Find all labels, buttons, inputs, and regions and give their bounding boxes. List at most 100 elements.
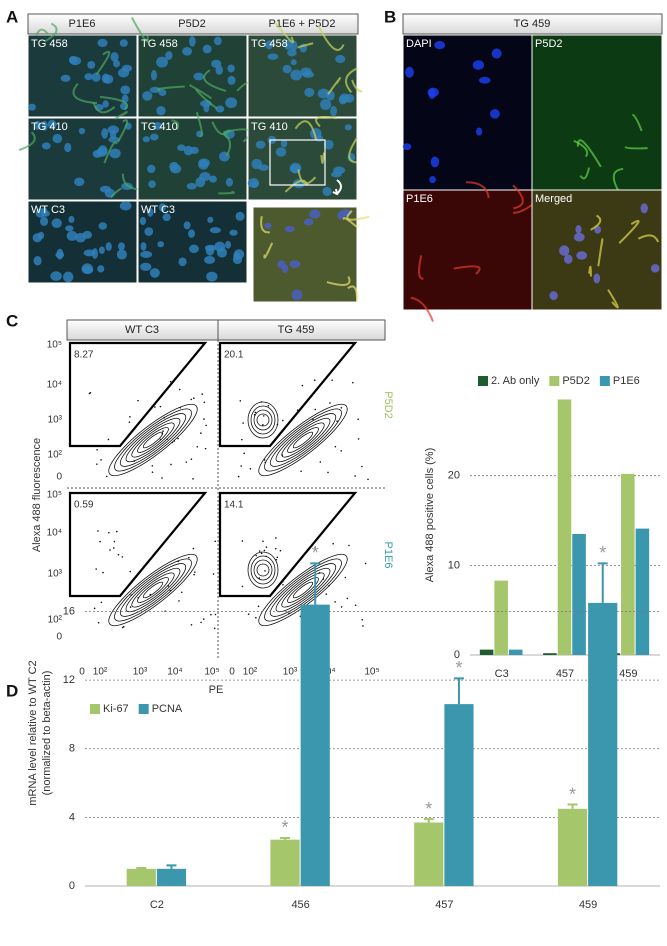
legend-swatch — [478, 376, 488, 386]
contour — [114, 408, 192, 472]
event-dot — [167, 585, 170, 587]
cell-nucleus — [275, 147, 287, 157]
membrane — [110, 187, 122, 199]
event-dot — [214, 613, 217, 616]
cell-nucleus — [74, 177, 85, 187]
error-bar — [136, 866, 147, 869]
cell-nucleus — [109, 148, 121, 159]
cell-nucleus — [66, 230, 78, 241]
cell-nucleus — [98, 246, 105, 255]
event-dot — [300, 470, 302, 473]
cell-nucleus — [147, 207, 154, 217]
event-dot — [267, 404, 270, 407]
event-dot — [354, 604, 357, 607]
event-dot — [334, 445, 337, 448]
membrane — [320, 152, 325, 164]
error-bar — [597, 562, 608, 603]
cell-nucleus — [290, 69, 303, 81]
event-dot — [133, 460, 136, 462]
event-dot — [257, 605, 260, 608]
x-tick-label: 459 — [579, 899, 597, 911]
cell-nucleus — [575, 225, 582, 234]
cell-nucleus — [51, 218, 62, 229]
contour — [142, 431, 164, 449]
cell-nucleus — [35, 208, 46, 218]
cell-nucleus — [207, 216, 214, 223]
significance-mark: * — [599, 543, 606, 563]
cell-nucleus — [199, 172, 211, 181]
event-dot — [334, 601, 336, 603]
cell-nucleus — [28, 103, 36, 111]
cell-nucleus — [182, 46, 193, 56]
contour — [114, 558, 192, 622]
membrane — [114, 111, 128, 120]
significance-mark: * — [425, 799, 432, 819]
bar — [444, 704, 474, 886]
contour — [292, 581, 314, 599]
cell-nucleus — [309, 209, 321, 219]
cell-nucleus — [331, 171, 342, 178]
y-tick-label: 0 — [454, 649, 460, 661]
y-tick-label: 0 — [56, 472, 62, 483]
x-tick-label: 10³ — [133, 667, 148, 678]
membrane — [315, 116, 338, 128]
tile-label: WT C3 — [141, 204, 175, 216]
event-dot — [188, 556, 190, 559]
cell-nucleus — [149, 268, 160, 278]
event-dot — [105, 475, 108, 478]
cell-nucleus — [559, 245, 570, 256]
tile-label: Merged — [535, 193, 572, 205]
event-dot — [194, 571, 196, 573]
contour — [119, 563, 187, 617]
cell-nucleus — [258, 164, 269, 171]
tile-label: P5D2 — [535, 38, 563, 50]
membrane — [607, 289, 619, 309]
event-dot — [192, 547, 195, 550]
event-dot — [279, 549, 282, 552]
membrane — [171, 119, 180, 131]
event-dot — [331, 379, 333, 381]
cell-nucleus — [290, 59, 297, 66]
membrane — [294, 120, 318, 140]
event-dot — [192, 478, 194, 480]
event-dot — [151, 471, 154, 474]
row-label: P5D2 — [382, 391, 394, 419]
membrane — [203, 69, 227, 92]
event-dot — [314, 546, 317, 549]
cell-nucleus — [110, 52, 119, 62]
cell-nucleus — [165, 51, 173, 60]
contour — [258, 403, 348, 477]
gate — [68, 491, 208, 598]
event-dot — [322, 578, 325, 580]
contour — [264, 408, 342, 472]
cell-nucleus — [429, 176, 436, 184]
x-tick-label: 10² — [93, 667, 108, 678]
cell-nucleus — [189, 146, 199, 155]
cell-nucleus — [149, 133, 159, 141]
event-dot — [364, 562, 367, 565]
event-dot — [163, 416, 166, 419]
zoom-box — [269, 139, 326, 186]
membrane — [156, 85, 185, 92]
cell-nucleus — [277, 260, 286, 269]
bar — [414, 822, 444, 886]
membrane — [317, 25, 345, 51]
tile-label: TG 410 — [31, 121, 68, 133]
event-dot — [173, 440, 176, 442]
x-tick-label: 0 — [79, 667, 85, 678]
event-dot — [129, 570, 132, 573]
event-dot — [109, 549, 111, 551]
cell-nucleus — [183, 145, 194, 156]
cell-nucleus — [147, 164, 156, 174]
cell-nucleus — [107, 125, 120, 134]
bar — [543, 653, 557, 655]
event-dot — [190, 458, 193, 461]
event-dot — [96, 448, 98, 451]
membrane — [590, 214, 602, 231]
event-dot — [203, 418, 205, 420]
event-dot — [263, 459, 266, 461]
header-bar — [27, 13, 359, 35]
event-dot — [357, 418, 360, 421]
gate — [68, 341, 208, 448]
cell-nucleus — [144, 227, 154, 236]
